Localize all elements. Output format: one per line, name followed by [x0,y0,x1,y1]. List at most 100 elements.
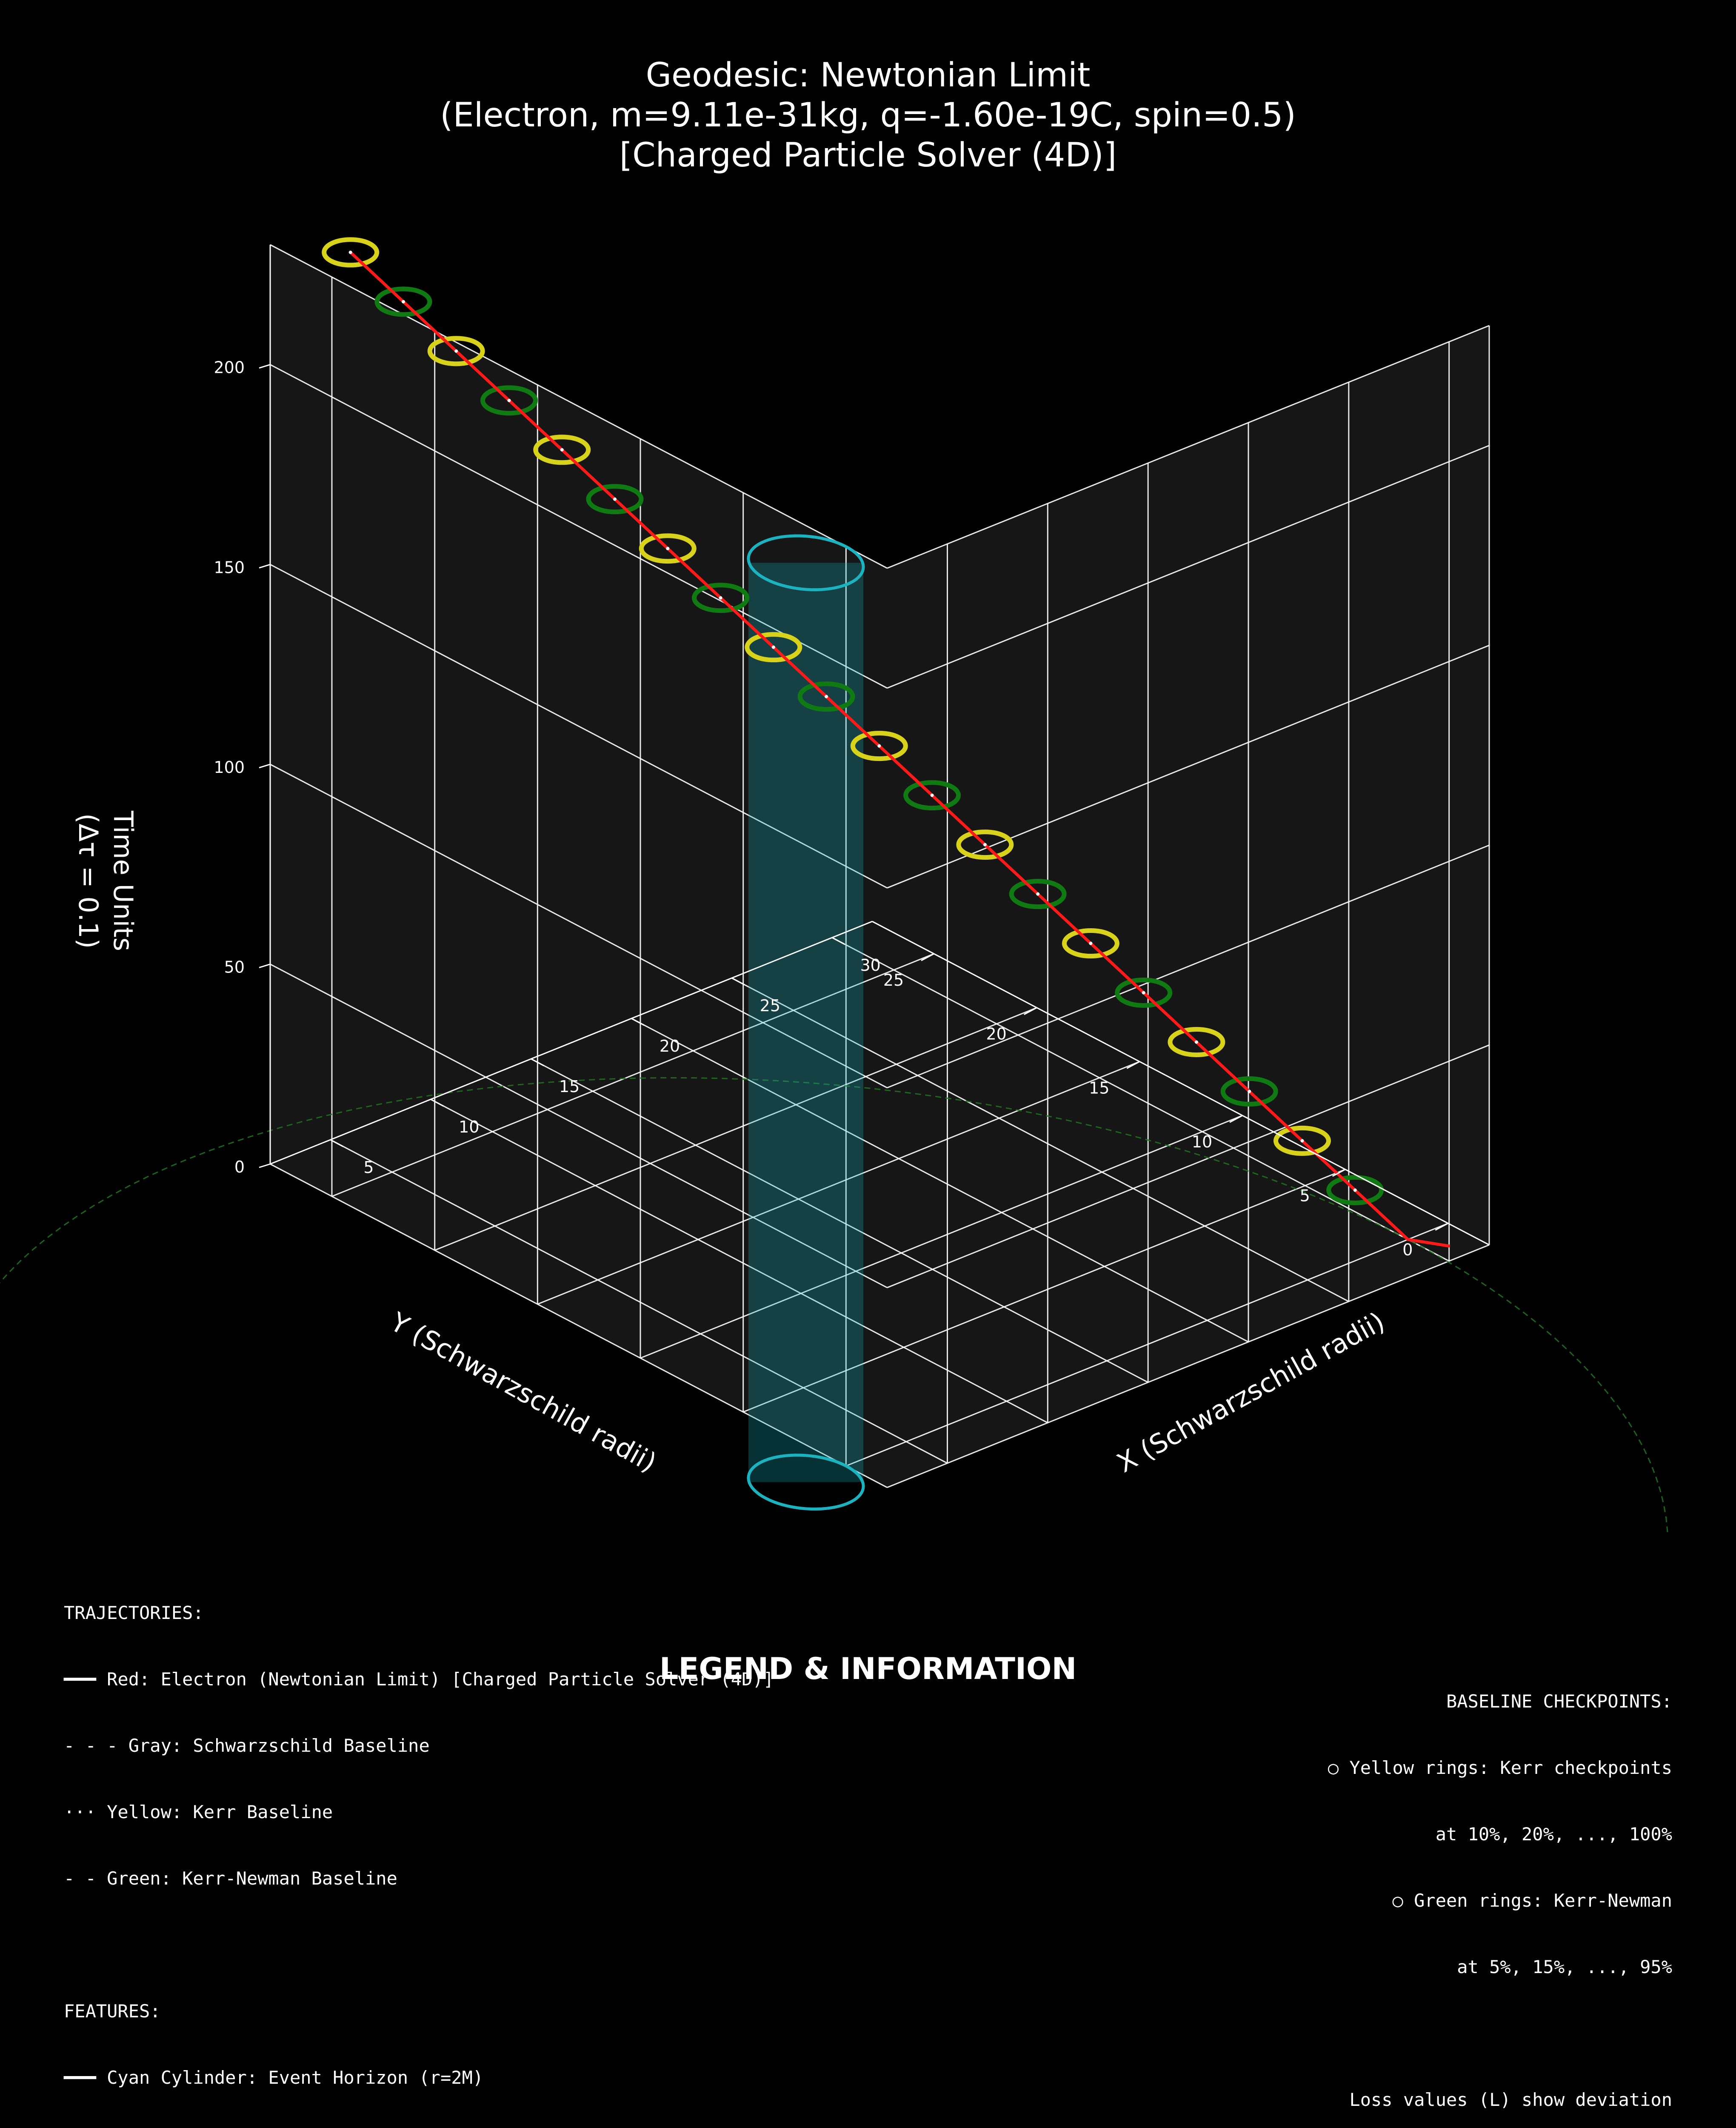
initial-orbit [0,1077,1668,1532]
step-marker [507,398,511,402]
kerr-checkpoint-ring [956,829,1014,860]
z-tick [259,563,271,569]
wall-gridline-z [270,1163,888,1488]
floor-gridline-x [731,977,1349,1302]
legend-right-line [1285,2022,1672,2045]
x-tick-label: 15 [559,1077,580,1096]
step-marker [771,645,775,649]
chart-title-line2: (Electron, m=9.11e-31kg, q=-1.60e-19C, s… [440,96,1296,134]
floor-gridline-x [831,937,1450,1262]
wall-gridline-z [270,764,888,1089]
z-tick [259,364,271,369]
legend-right-block: BASELINE CHECKPOINTS: ○ Yellow rings: Ke… [1285,1646,1672,2128]
step-marker [1089,941,1093,945]
wall-gridline-z [887,445,1490,689]
x-tick [731,977,745,986]
x-tick-label: 25 [760,996,780,1015]
kerr-newman-checkpoint-ring [374,286,432,317]
x-tick-label: 30 [860,956,880,975]
step-marker [348,250,352,254]
z-tick-label: 200 [214,358,245,377]
legend-heading: LEGEND & INFORMATION [659,1651,1077,1686]
axes-panes [270,245,1489,1487]
x-tick [631,1018,645,1026]
y-axis-line [872,921,1490,1246]
floor-gridline-x [330,1139,948,1464]
x-tick [831,937,845,945]
right-wall-pane [887,326,1489,1487]
x-tick [430,1098,444,1107]
step-marker [1194,1040,1198,1044]
y-tick [1229,1115,1243,1123]
kerr-checkpoint-ring [533,435,591,465]
kerr-checkpoint-ring [1273,1125,1331,1156]
legend-left-line: FEATURES: [64,2001,161,2022]
y-tick-label: 20 [986,1025,1006,1044]
y-tick [1126,1061,1140,1069]
z-tick-label: 150 [214,558,245,577]
y-tick-label: 5 [1300,1187,1310,1205]
trajectory-series [348,250,1450,1247]
z-tick [259,1163,271,1168]
left-wall-pane [270,245,887,1487]
y-tick-label: 10 [1192,1133,1212,1151]
y-tick-label: 25 [883,971,904,990]
legend-right-line: at 10%, 20%, ..., 100% [1435,1824,1672,1845]
floor-gridline-y [845,1222,1448,1467]
kerr-checkpoint-ring [745,632,802,663]
floor-gridline-x [631,1018,1249,1343]
step-marker [1142,991,1145,995]
wall-gridline-z [270,563,888,889]
kerr-newman-checkpoint-ring [1326,1175,1384,1205]
kerr-checkpoint-ring [1168,1027,1225,1057]
step-marker [825,695,828,698]
legend-left-line: - - Green: Kerr-Newman Baseline [64,1868,397,1889]
horizon-body [748,563,864,1482]
legend-left-line [64,1934,774,1956]
z-tick [259,964,271,968]
step-marker [983,843,987,847]
step-marker [930,793,934,797]
step-marker [401,300,405,303]
kerr-checkpoint-ring [427,336,485,366]
legend-right-line: ○ Green rings: Kerr-Newman [1392,1890,1672,1911]
legend-right-line: ○ Yellow rings: Kerr checkpoints [1328,1757,1672,1778]
horizon-top-ring [747,534,865,592]
kerr-checkpoint-ring [639,533,697,564]
kerr-newman-checkpoint-ring [903,780,961,811]
kerr-checkpoint-ring [850,731,908,761]
horizon-bottom-ring [747,1453,865,1511]
kerr-newman-checkpoint-ring [1220,1076,1278,1107]
step-marker [560,448,564,452]
z-tick-label: 100 [214,758,245,777]
z-tick-label: 50 [224,958,245,976]
legend-left-line: - - - Gray: Schwarzschild Baseline [64,1735,430,1756]
floor-gridline-y [434,1007,1037,1251]
wall-gridline-z [887,1044,1490,1288]
initial-orbit-path [0,1077,1668,1532]
y-tick [921,953,934,961]
legend-right-line: BASELINE CHECKPOINTS: [1446,1691,1672,1712]
kerr-newman-checkpoint-ring [692,583,750,613]
step-marker [666,546,670,550]
kerr-checkpoint-ring [322,237,380,268]
step-marker [454,349,458,353]
step-marker [1036,892,1040,896]
kerr-newman-checkpoint-ring [1115,977,1173,1008]
y-tick-label: 0 [1402,1240,1413,1259]
step-marker [1353,1188,1357,1192]
step-marker [1248,1090,1251,1093]
chart-title-line1: Geodesic: Newtonian Limit [645,56,1091,94]
x-tick-label: 20 [660,1037,680,1055]
event-horizon-cylinder [747,534,865,1511]
legend-left-line: ··· Yellow: Kerr Baseline [64,1802,333,1822]
legend-left-block: TRAJECTORIES: ━━━ Red: Electron (Newtoni… [64,1558,774,2128]
legend-left-line: TRAJECTORIES: [64,1602,204,1623]
kerr-checkpoint-ring [1062,928,1119,959]
floor-gridline-x [430,1098,1048,1424]
wall-gridline-z [887,1244,1490,1488]
legend-right-line: Loss values (L) show deviation [1349,2089,1672,2110]
z-tick-label: 0 [234,1158,245,1176]
